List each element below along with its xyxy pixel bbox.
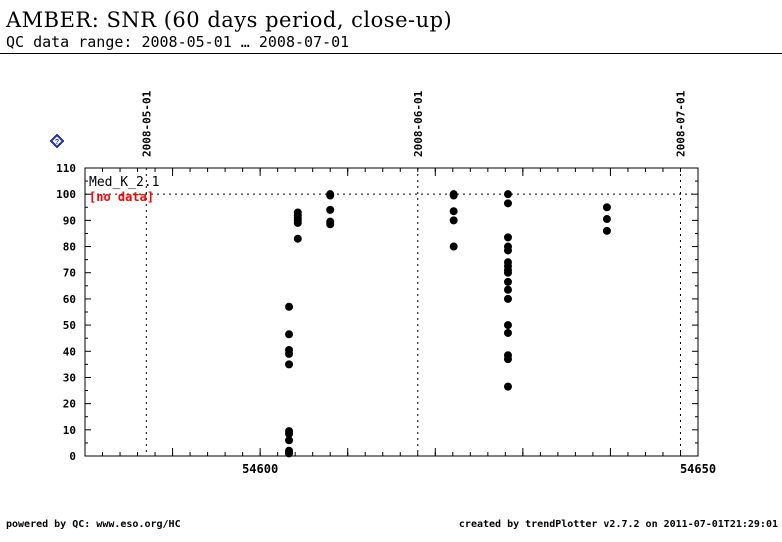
- data-point: [293, 218, 302, 227]
- data-point: [503, 268, 512, 277]
- data-point: [449, 191, 458, 200]
- y-tick-label: 50: [63, 319, 76, 332]
- data-point: [285, 449, 294, 458]
- data-point: [503, 199, 512, 208]
- data-point: [326, 205, 335, 214]
- data-point: [503, 190, 512, 199]
- data-point: [503, 294, 512, 303]
- data-point: [285, 302, 294, 311]
- y-tick-label: 40: [63, 345, 76, 358]
- footer-created-by: created by trendPlotter v2.7.2 on 2011-0…: [458, 519, 778, 530]
- data-point: [285, 349, 294, 358]
- series-label: Med_K_2.1: [89, 175, 159, 190]
- data-point: [602, 203, 611, 212]
- y-tick-label: 80: [63, 241, 76, 254]
- y-tick-label: 0: [69, 450, 76, 463]
- data-point: [503, 328, 512, 337]
- data-point: [449, 242, 458, 251]
- data-point: [449, 207, 458, 216]
- svg-text:?: ?: [55, 139, 59, 146]
- y-tick-label: 20: [63, 398, 76, 411]
- data-point: [503, 246, 512, 255]
- date-marker-label: 2008-05-01: [140, 90, 153, 157]
- data-point: [285, 330, 294, 339]
- y-tick-label: 110: [56, 162, 76, 175]
- data-point: [449, 216, 458, 225]
- y-tick-label: 60: [63, 293, 76, 306]
- y-tick-label: 100: [56, 188, 76, 201]
- data-point: [602, 226, 611, 235]
- data-point: [503, 355, 512, 364]
- date-marker-label: 2008-06-01: [412, 90, 425, 157]
- data-point: [293, 234, 302, 243]
- y-tick-label: 10: [63, 424, 76, 437]
- header-divider: [0, 53, 782, 54]
- plot-area: [84, 167, 699, 457]
- date-marker-label: 2008-07-01: [674, 90, 687, 157]
- data-point: [285, 436, 294, 445]
- y-tick-label: 70: [63, 267, 76, 280]
- data-point: [503, 382, 512, 391]
- data-point: [285, 360, 294, 369]
- data-point: [326, 220, 335, 229]
- y-tick-label: 30: [63, 371, 76, 384]
- question-diamond-icon[interactable]: ?: [50, 134, 64, 148]
- data-point: [285, 429, 294, 438]
- data-point: [503, 321, 512, 330]
- data-point: [503, 233, 512, 242]
- data-point: [503, 285, 512, 294]
- data-point: [326, 191, 335, 200]
- y-tick-label: 90: [63, 214, 76, 227]
- chart-title: AMBER: SNR (60 days period, close-up): [6, 8, 453, 32]
- chart-subtitle: QC data range: 2008-05-01 … 2008-07-01: [6, 33, 350, 51]
- x-tick-label: 54600: [242, 462, 278, 476]
- x-tick-label: 54650: [680, 462, 716, 476]
- no-data-label: [no data]: [89, 190, 154, 204]
- data-point: [503, 277, 512, 286]
- data-point: [602, 215, 611, 224]
- footer-powered-by: powered by QC: www.eso.org/HC: [6, 519, 181, 530]
